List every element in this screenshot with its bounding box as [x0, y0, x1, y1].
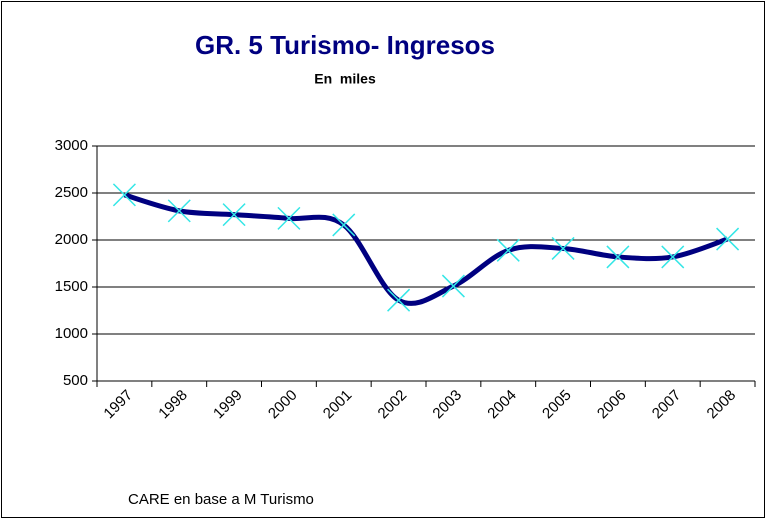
y-tick-label: 1000 — [55, 325, 88, 342]
data-marker — [496, 238, 520, 262]
data-marker — [167, 199, 191, 223]
data-marker — [716, 227, 740, 251]
data-marker — [606, 245, 630, 269]
data-marker — [441, 274, 465, 298]
chart-subtitle: En miles — [314, 71, 376, 87]
y-tick-label: 1500 — [55, 278, 88, 295]
data-marker — [551, 236, 575, 260]
data-marker — [112, 183, 136, 207]
chart-title: GR. 5 Turismo- Ingresos — [195, 30, 495, 60]
data-marker — [661, 245, 685, 269]
data-marker — [387, 288, 411, 312]
y-tick-label: 2000 — [55, 231, 88, 248]
source-note: CARE en base a M Turismo — [128, 491, 314, 508]
data-marker — [222, 203, 246, 227]
y-tick-label: 2500 — [55, 184, 88, 201]
data-marker — [277, 206, 301, 230]
y-tick-label: 500 — [63, 372, 88, 389]
y-tick-label: 3000 — [55, 137, 88, 154]
data-marker — [332, 213, 356, 237]
